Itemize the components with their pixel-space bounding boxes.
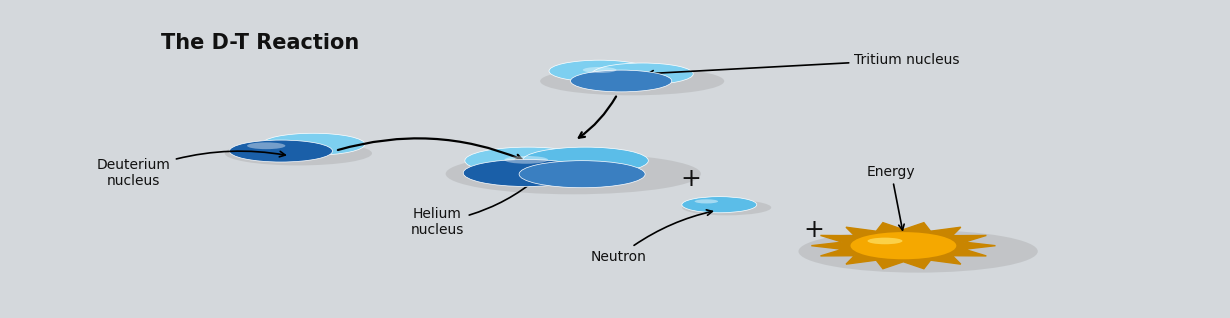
Text: +: + (680, 168, 701, 191)
Text: Deuterium
nucleus: Deuterium nucleus (97, 151, 285, 188)
Ellipse shape (445, 153, 701, 194)
Ellipse shape (798, 230, 1038, 273)
Ellipse shape (681, 197, 756, 213)
Ellipse shape (230, 140, 332, 162)
Text: The D-T Reaction: The D-T Reaction (161, 33, 359, 53)
Ellipse shape (504, 156, 549, 164)
Ellipse shape (683, 200, 771, 215)
Ellipse shape (465, 147, 590, 174)
Text: Helium
nucleus: Helium nucleus (411, 178, 538, 237)
Ellipse shape (571, 70, 672, 92)
Ellipse shape (247, 142, 285, 149)
Text: Energy: Energy (867, 165, 915, 230)
Polygon shape (812, 223, 995, 269)
Ellipse shape (867, 238, 903, 244)
Ellipse shape (549, 60, 651, 82)
Ellipse shape (225, 141, 371, 165)
Ellipse shape (850, 232, 956, 259)
Ellipse shape (583, 67, 616, 73)
Ellipse shape (523, 147, 648, 174)
Ellipse shape (464, 159, 589, 186)
Ellipse shape (695, 199, 718, 204)
Ellipse shape (519, 161, 645, 188)
Text: Neutron: Neutron (590, 210, 712, 264)
Ellipse shape (592, 63, 694, 85)
Text: Tritium nucleus: Tritium nucleus (648, 53, 959, 76)
Ellipse shape (262, 133, 365, 155)
Ellipse shape (540, 67, 724, 95)
Text: +: + (803, 218, 824, 242)
